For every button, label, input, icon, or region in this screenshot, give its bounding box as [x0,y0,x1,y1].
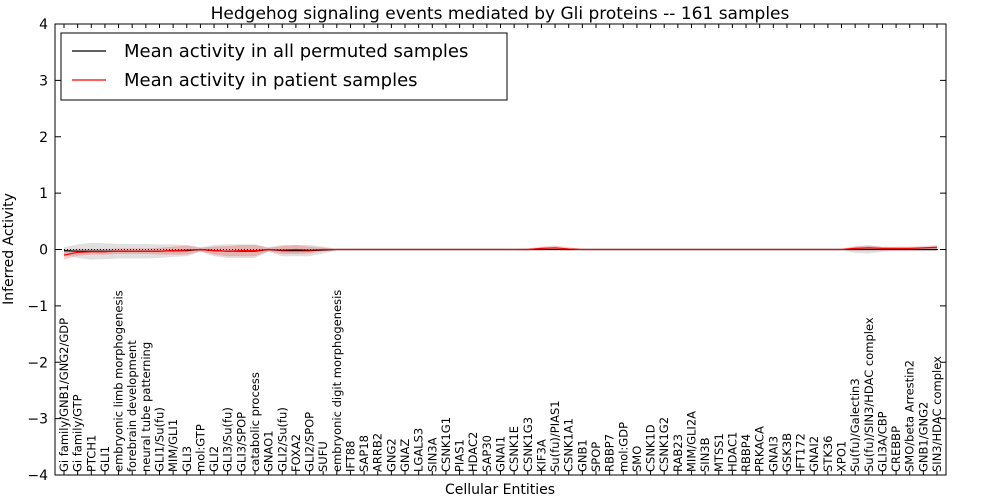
x-tick-label: GNAI1 [494,436,508,472]
x-tick-label: mol:GTP [193,424,207,472]
x-tick-label: GLI3/SPOP [234,412,248,472]
x-tick-label: SAP18 [357,435,371,472]
x-tick-label: GNB1/GNG2 [916,402,930,472]
x-tick-label: HDAC1 [725,432,739,472]
x-tick-label: GLI1 [98,446,112,472]
x-tick-label: GLI3 [180,446,194,472]
x-tick-labels: Gi family/GNB1/GNG2/GDP Gi family/GTP PTCH… [57,290,944,472]
x-tick-label: SIN3/HDAC complex [930,356,944,472]
x-tick-label: PTCH1 [84,435,98,472]
x-tick-label: CREBBP [889,426,903,472]
x-tick-label: GLI2/Su(fu) [275,407,289,472]
band-permuted [64,242,937,260]
x-tick-label: KIF3A [534,439,548,472]
series-lines [63,246,938,256]
band-patient [64,244,937,260]
y-tick-label: 1 [39,186,48,202]
x-tick-label: GLI2 [207,446,221,472]
x-tick-label: GNG2 [384,438,398,472]
series-line-patient [63,246,938,256]
x-tick-label: FOXA2 [289,434,303,472]
x-tick-label: Gi family/GTP [71,394,85,472]
axis-ticks: 4 3 2 1 0 −1 −2 −3 −4 [27,17,946,484]
x-tick-label: CSNK1D [644,424,658,472]
x-tick-label: GLI2/SPOP [303,412,317,472]
x-tick-label: Gi family/GNB1/GNG2/GDP [57,318,71,472]
x-tick-label: embryonic limb morphogenesis [112,290,126,472]
x-tick-label: GNAO1 [262,430,276,472]
x-tick-label: GLI1/Su(fu) [152,407,166,472]
x-tick-label: GLI3A/CBP [875,411,889,472]
x-tick-label: forebrain development [125,340,139,472]
y-axis-label: Inferred Activity [1,193,17,305]
y-tick-label: −4 [27,468,48,484]
x-tick-label: IFT88 [343,441,357,472]
x-tick-label: XPO1 [835,441,849,472]
y-tick-label: 4 [39,17,48,33]
x-axis-label: Cellular Entities [445,482,555,498]
chart-title: Hedgehog signaling events mediated by Gl… [211,4,790,24]
y-tick-label: 3 [39,73,48,89]
x-tick-label: CSNK1G1 [439,417,453,472]
legend-label-patient: Mean activity in patient samples [124,70,418,91]
x-tick-label: Su(fu)/SIN3/HDAC complex [862,317,876,472]
x-tick-label: CSNK1G2 [657,417,671,472]
x-tick-label: STK36 [821,436,835,473]
x-tick-label: GSK3B [780,433,794,472]
y-tick-label: −1 [27,299,48,315]
x-tick-label: CSNK1G3 [521,417,535,472]
y-tick-label: −3 [27,412,48,428]
y-tick-label: −2 [27,355,48,371]
x-tick-label: SPOP [589,442,603,472]
x-tick-label: GNAI3 [766,436,780,472]
legend-box [60,32,508,101]
x-tick-label: SAP30 [480,435,494,472]
x-tick-label: GNAI2 [807,436,821,472]
x-tick-label: LGALS3 [412,428,426,472]
x-tick-label: IFT172 [794,433,808,472]
x-tick-label: Su(fu)/PIAS1 [548,400,562,472]
x-tick-label: CSNK1A1 [562,418,576,472]
x-tick-label: MIM/GLI1 [166,419,180,472]
x-tick-label: SUFU [316,441,330,472]
x-tick-label: HDAC2 [466,432,480,472]
x-tick-label: PRKACA [753,426,767,472]
x-tick-label: Su(fu)/Galectin3 [848,378,862,472]
x-tick-label: neural tube patterning [139,342,153,472]
x-tick-label: CSNK1E [507,426,521,472]
x-tick-label: mol:GDP [616,422,630,472]
confidence-bands [64,242,937,260]
x-tick-label: RAB23 [671,434,685,472]
x-tick-label: GNAZ [398,439,412,472]
x-tick-label: GNB1 [575,439,589,472]
x-tick-label: catabolic process [248,372,262,472]
x-tick-label: embryonic digit morphogenesis [330,290,344,472]
x-tick-label: RBBP7 [603,434,617,472]
x-tick-label: ARRB2 [371,433,385,472]
y-tick-label: 2 [39,130,48,146]
x-tick-label: SMO [630,446,644,472]
y-tick-label: 0 [39,243,48,259]
x-tick-label: GLI3/Su(fu) [221,407,235,472]
x-tick-label: PIAS1 [453,439,467,472]
x-tick-label: MTSS1 [712,433,726,472]
x-tick-label: SMO/beta Arrestin2 [903,360,917,472]
x-tick-label: SIN3B [698,437,712,472]
x-tick-label: MIM/GLI2A [684,411,698,472]
legend: Mean activity in all permuted samples Me… [60,32,508,101]
x-tick-label: SIN3A [425,437,439,472]
legend-label-permuted: Mean activity in all permuted samples [124,41,468,62]
x-tick-label: RBBP4 [739,434,753,472]
